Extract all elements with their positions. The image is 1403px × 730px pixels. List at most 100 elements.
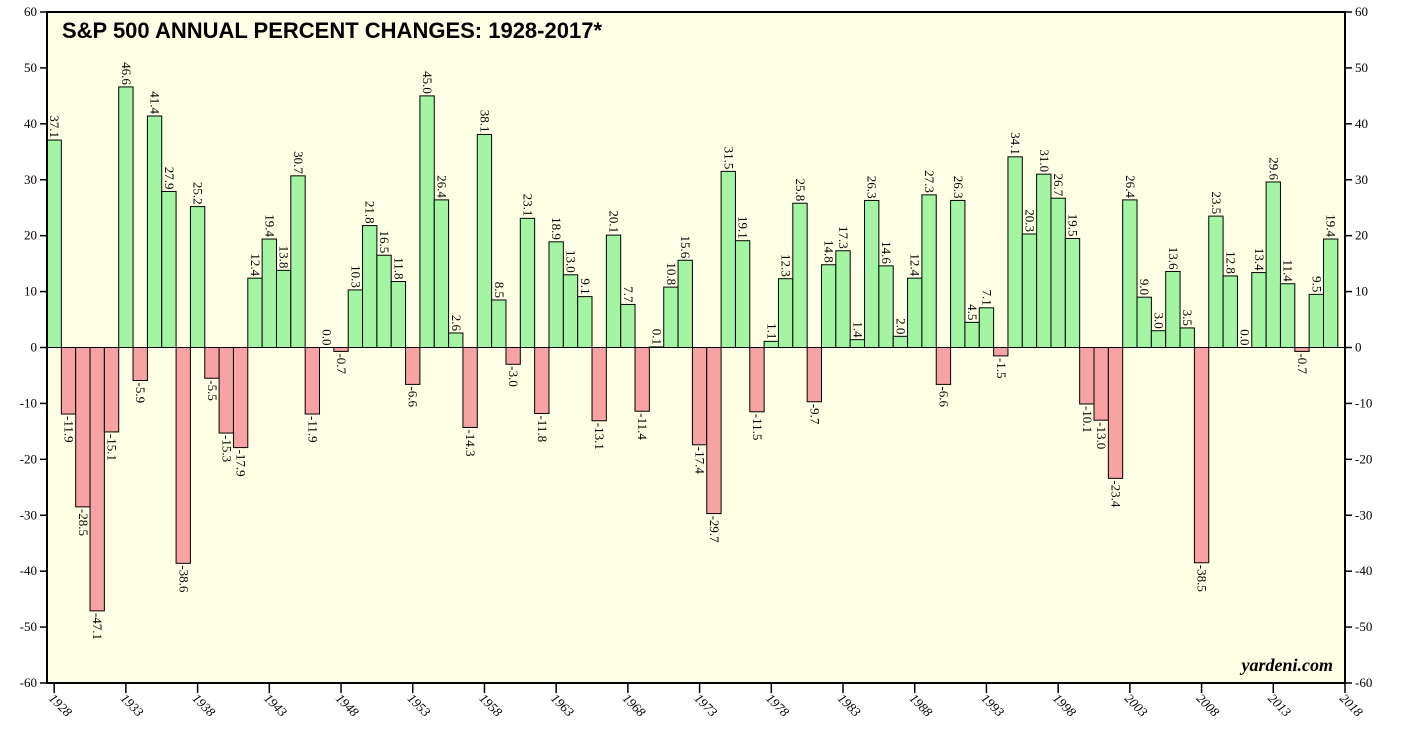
bar	[1294, 347, 1310, 352]
value-label: -47.1	[90, 613, 105, 640]
value-label: 13.6	[1166, 247, 1181, 270]
bar	[362, 225, 378, 348]
y2-tick-label: 30	[1355, 172, 1368, 187]
bar	[1093, 347, 1109, 421]
bar	[505, 347, 521, 365]
x-tick-label: 1998	[1050, 691, 1079, 720]
bar	[60, 347, 77, 415]
bar	[749, 347, 765, 413]
y-tick-label: 60	[24, 4, 37, 19]
bar	[118, 86, 134, 348]
value-label: -11.4	[635, 413, 650, 440]
value-label: 14.8	[822, 240, 837, 263]
value-label: 38.1	[477, 110, 492, 133]
bar	[591, 347, 607, 422]
bar	[734, 240, 751, 349]
value-label: 16.5	[377, 230, 392, 253]
value-label: 12.3	[779, 254, 794, 277]
value-label: 17.3	[836, 226, 851, 249]
bar	[1322, 238, 1339, 348]
y2-tick-label: -20	[1355, 451, 1372, 466]
bar	[1021, 233, 1038, 348]
value-label: 30.7	[291, 151, 306, 174]
bar	[1165, 270, 1181, 349]
value-label: 26.7	[1051, 173, 1066, 196]
value-label: 10.8	[664, 262, 679, 285]
bar	[691, 347, 708, 446]
bar	[333, 347, 349, 352]
value-label: 26.4	[1123, 175, 1138, 198]
bar	[806, 347, 822, 403]
y-tick-label: 40	[24, 116, 37, 131]
value-label: -0.7	[334, 353, 349, 374]
bar	[1050, 197, 1066, 348]
y2-tick-label: 60	[1355, 4, 1368, 19]
y2-tick-label: -10	[1355, 395, 1372, 410]
x-tick-label: 1933	[118, 691, 147, 720]
y2-tick-label: -60	[1355, 675, 1372, 690]
bar	[1079, 347, 1095, 405]
value-label: -6.6	[406, 386, 421, 407]
bar	[605, 234, 622, 348]
value-label: -13.1	[592, 423, 607, 450]
bar	[1179, 327, 1195, 349]
x-tick-label: 2013	[1265, 691, 1294, 720]
x-tick-label: 1978	[763, 691, 792, 720]
x-tick-label: 1993	[978, 691, 1007, 720]
y2-tick-label: -50	[1355, 619, 1372, 634]
annotation: yardeni.com	[1240, 655, 1334, 675]
bar	[548, 241, 564, 349]
bar	[304, 347, 321, 415]
value-label: 14.6	[879, 241, 894, 264]
value-label: 13.8	[277, 246, 292, 269]
value-label: 19.5	[1065, 214, 1080, 237]
bar	[1136, 296, 1152, 348]
bar	[448, 332, 464, 349]
value-label: 12.8	[1223, 251, 1238, 274]
bar	[706, 347, 722, 515]
value-label: 13.0	[564, 250, 579, 273]
value-label: -3.0	[506, 366, 521, 387]
y-tick-label: 30	[24, 172, 37, 187]
bar	[390, 281, 407, 349]
bar	[1064, 237, 1081, 348]
value-label: 10.3	[348, 265, 363, 288]
bar	[892, 335, 909, 349]
value-label: 26.4	[434, 175, 449, 198]
value-label: -38.6	[176, 565, 191, 593]
value-label: 26.3	[951, 176, 966, 199]
x-tick-label: 1953	[405, 691, 434, 720]
value-label: -23.4	[1109, 480, 1124, 508]
bar	[75, 347, 91, 508]
bar	[232, 347, 249, 449]
value-label: 4.5	[965, 304, 980, 320]
y2-tick-label: 10	[1355, 284, 1368, 299]
value-label: 20.3	[1022, 209, 1037, 232]
bar	[720, 170, 736, 348]
value-label: 8.5	[492, 282, 507, 298]
value-label: -38.5	[1195, 565, 1210, 592]
bar	[161, 190, 177, 348]
bar	[433, 199, 450, 348]
value-label: 13.4	[1252, 248, 1267, 271]
value-label: 25.2	[191, 182, 206, 205]
bar	[519, 217, 536, 348]
value-label: 12.4	[248, 253, 263, 276]
x-tick-label: 1943	[261, 691, 290, 720]
bar	[103, 347, 120, 433]
value-label: -11.9	[305, 416, 320, 443]
value-label: 23.1	[520, 194, 535, 217]
bar	[577, 296, 593, 349]
value-label: 19.4	[262, 214, 277, 237]
bar	[347, 289, 364, 348]
bar	[175, 347, 191, 564]
x-tick-label: 1948	[333, 691, 362, 720]
value-label: -9.7	[807, 404, 822, 425]
x-tick-label: 1983	[835, 691, 864, 720]
x-tick-label: 2018	[1337, 691, 1366, 720]
value-label: -13.0	[1094, 422, 1109, 449]
bar	[1265, 181, 1281, 348]
bar	[878, 265, 894, 348]
value-label: 11.4	[1281, 259, 1296, 282]
bar	[534, 347, 550, 414]
